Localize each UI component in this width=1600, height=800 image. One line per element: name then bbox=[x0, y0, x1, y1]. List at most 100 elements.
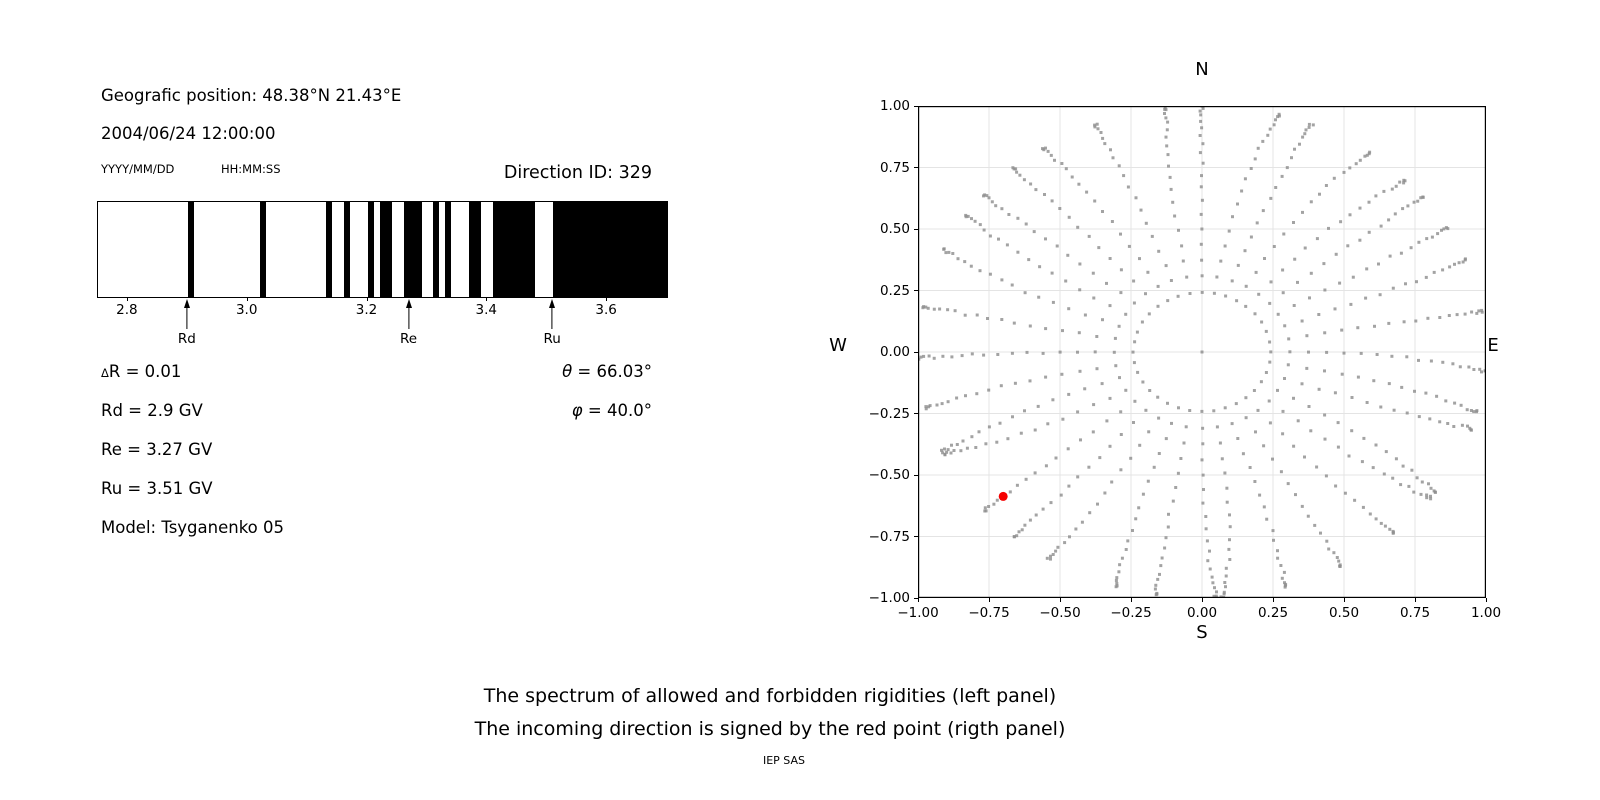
axis-tick bbox=[606, 297, 608, 301]
direction-dot bbox=[983, 193, 987, 197]
direction-dot bbox=[1458, 365, 1462, 369]
time-format-label: HH:MM:SS bbox=[221, 162, 281, 176]
direction-dot bbox=[1118, 376, 1121, 380]
direction-dot bbox=[1290, 156, 1293, 160]
direction-dot bbox=[970, 352, 974, 356]
direction-dot bbox=[1160, 556, 1164, 560]
direction-dot bbox=[1307, 350, 1310, 354]
cutoff-arrow-label: Rd bbox=[177, 331, 196, 347]
direction-dot bbox=[1076, 410, 1080, 414]
direction-dot bbox=[1156, 395, 1160, 399]
direction-dot bbox=[1477, 309, 1481, 313]
direction-dot bbox=[1166, 401, 1169, 405]
direction-dot bbox=[1348, 213, 1352, 217]
direction-dot bbox=[1391, 476, 1395, 480]
direction-dot bbox=[1271, 457, 1274, 461]
direction-dot bbox=[1306, 514, 1310, 518]
direction-dot bbox=[978, 269, 982, 273]
direction-dot bbox=[985, 194, 989, 198]
direction-dot bbox=[1268, 127, 1272, 131]
direction-dot bbox=[1300, 382, 1304, 386]
cutoff-arrow-head bbox=[405, 299, 412, 308]
direction-dot bbox=[1028, 324, 1032, 328]
direction-dot bbox=[1283, 324, 1287, 328]
direction-map-panel bbox=[918, 106, 1486, 598]
direction-dot bbox=[1199, 212, 1203, 216]
x-axis-tick-label: −0.50 bbox=[1039, 605, 1081, 621]
direction-dot bbox=[1286, 363, 1290, 367]
direction-dot bbox=[1402, 178, 1406, 182]
direction-dot bbox=[1200, 458, 1204, 462]
direction-dot bbox=[1252, 389, 1256, 392]
direction-dot bbox=[1138, 443, 1142, 447]
direction-dot bbox=[1126, 185, 1130, 189]
direction-dot bbox=[1365, 267, 1369, 271]
direction-dot bbox=[1391, 531, 1395, 535]
y-axis-tick-label: 0.00 bbox=[879, 344, 910, 360]
direction-dot bbox=[1350, 396, 1354, 399]
direction-dot bbox=[1085, 190, 1089, 194]
direction-dot bbox=[1169, 187, 1173, 191]
direction-dot bbox=[977, 430, 981, 434]
allowed-rigidity-bar bbox=[493, 202, 536, 297]
direction-dot bbox=[1144, 292, 1147, 296]
direction-dot bbox=[998, 421, 1002, 425]
axis-tick bbox=[917, 598, 919, 602]
direction-dot bbox=[1268, 421, 1272, 425]
direction-dot bbox=[1342, 170, 1346, 174]
direction-dot bbox=[1164, 536, 1168, 540]
direction-dot bbox=[1280, 576, 1284, 580]
direction-dot bbox=[987, 388, 991, 392]
direction-dot bbox=[1313, 523, 1317, 527]
direction-dot bbox=[1200, 174, 1203, 178]
direction-dot bbox=[946, 448, 950, 452]
direction-dot bbox=[1034, 513, 1038, 517]
direction-dot bbox=[1398, 180, 1402, 184]
direction-dot bbox=[966, 214, 970, 218]
direction-dot bbox=[1261, 139, 1265, 143]
direction-dot bbox=[1198, 134, 1202, 137]
direction-dot bbox=[1416, 199, 1420, 203]
direction-dot bbox=[1122, 174, 1126, 178]
direction-dot bbox=[1088, 511, 1092, 515]
axis-tick bbox=[914, 105, 918, 107]
direction-dot bbox=[1292, 304, 1296, 307]
direction-dot bbox=[1224, 566, 1228, 570]
direction-dot bbox=[1353, 498, 1357, 502]
direction-dot bbox=[924, 405, 928, 409]
direction-dot bbox=[1393, 212, 1397, 216]
direction-dot bbox=[1244, 284, 1248, 288]
direction-dot bbox=[1188, 292, 1192, 295]
direction-dot bbox=[1092, 296, 1096, 300]
direction-dot bbox=[1076, 225, 1080, 229]
direction-dot bbox=[1218, 441, 1222, 445]
direction-dot bbox=[1111, 156, 1115, 160]
direction-dot bbox=[1438, 420, 1442, 424]
direction-dot bbox=[1034, 188, 1038, 192]
direction-dot bbox=[970, 217, 973, 221]
direction-dot bbox=[1050, 199, 1054, 203]
direction-dot bbox=[1448, 265, 1452, 269]
direction-dot bbox=[1303, 132, 1307, 136]
direction-dot bbox=[973, 219, 977, 223]
direction-dot bbox=[1061, 329, 1064, 333]
direction-dot bbox=[1236, 202, 1239, 206]
direction-dot bbox=[940, 448, 943, 452]
direction-dot bbox=[1087, 234, 1091, 238]
direction-dot bbox=[1199, 119, 1203, 123]
direction-dot bbox=[1180, 244, 1184, 248]
direction-dot bbox=[1358, 238, 1362, 242]
direction-dot bbox=[1325, 539, 1329, 543]
direction-dot bbox=[1225, 486, 1229, 490]
direction-dot bbox=[1412, 490, 1416, 494]
direction-dot bbox=[1400, 385, 1404, 389]
direction-dot bbox=[986, 317, 989, 320]
direction-dot bbox=[1148, 389, 1152, 392]
direction-dot bbox=[1384, 450, 1388, 454]
direction-dot bbox=[1114, 364, 1118, 368]
direction-dot bbox=[1258, 493, 1262, 497]
direction-dot bbox=[1164, 135, 1168, 139]
rigidity-spectrum-panel bbox=[97, 201, 668, 298]
direction-dot bbox=[1137, 506, 1141, 510]
direction-dot bbox=[1165, 128, 1169, 132]
